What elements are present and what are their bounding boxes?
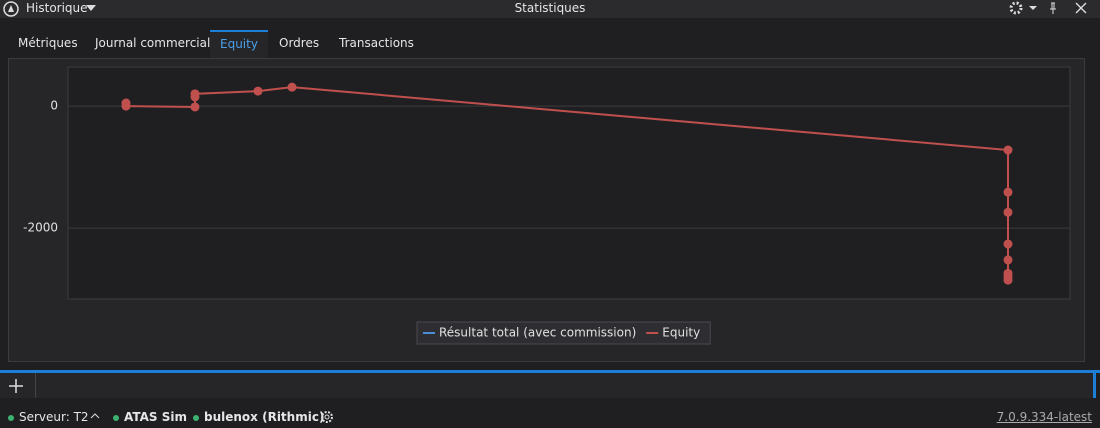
connection-label: bulenox (Rithmic): [204, 410, 325, 424]
data-point: [253, 86, 263, 96]
legend: [416, 321, 711, 345]
tab[interactable]: Equity: [210, 30, 268, 58]
data-point: [1003, 255, 1013, 265]
chart: -2000 0 Résultat total (avec commission) Eq…: [23, 66, 1071, 345]
legend-label: Résultat total (avec commission): [439, 326, 636, 340]
y-tick-label: 0: [50, 99, 58, 113]
server-label: Serveur: T2: [19, 410, 89, 424]
data-point: [1003, 207, 1013, 217]
data-point: [190, 89, 200, 99]
chart-panel: -2000 0 Résultat total (avec commission) Eq…: [8, 58, 1085, 362]
server-status[interactable]: Serveur: T2: [8, 410, 89, 424]
app-logo: [3, 1, 19, 17]
plot-area: [67, 66, 1071, 300]
settings-icon[interactable]: [320, 410, 334, 424]
data-point: [1003, 145, 1013, 155]
data-point: [190, 102, 200, 112]
toolbar: [0, 373, 1096, 398]
account-label: ATAS Sim: [124, 410, 187, 424]
tab[interactable]: Métriques: [18, 36, 78, 50]
menu-dropdown[interactable]: Historique: [26, 1, 88, 15]
version-link[interactable]: 7.0.9.334-latest: [996, 410, 1092, 424]
account-status[interactable]: ATAS Sim: [113, 410, 187, 424]
expand-arrow[interactable]: [90, 412, 100, 420]
data-point: [1003, 187, 1013, 197]
data-point: [121, 101, 131, 111]
y-tick-label: -2000: [23, 221, 58, 235]
connection-status[interactable]: bulenox (Rithmic): [193, 410, 324, 424]
separator: [35, 373, 36, 398]
window-controls[interactable]: [1008, 0, 1100, 18]
add-button[interactable]: [6, 376, 26, 396]
divider: [0, 370, 1100, 373]
tab[interactable]: Journal commercial: [95, 36, 211, 50]
title-bar: Historique Statistiques: [0, 0, 1100, 18]
window-title: Statistiques: [514, 1, 586, 15]
data-point: [1003, 239, 1013, 249]
data-point: [287, 82, 297, 92]
tab[interactable]: Ordres: [279, 36, 320, 50]
data-point: [1003, 275, 1013, 285]
legend-label: Equity: [662, 326, 700, 340]
tab[interactable]: Transactions: [339, 36, 414, 50]
dropdown-arrow[interactable]: [86, 5, 96, 11]
